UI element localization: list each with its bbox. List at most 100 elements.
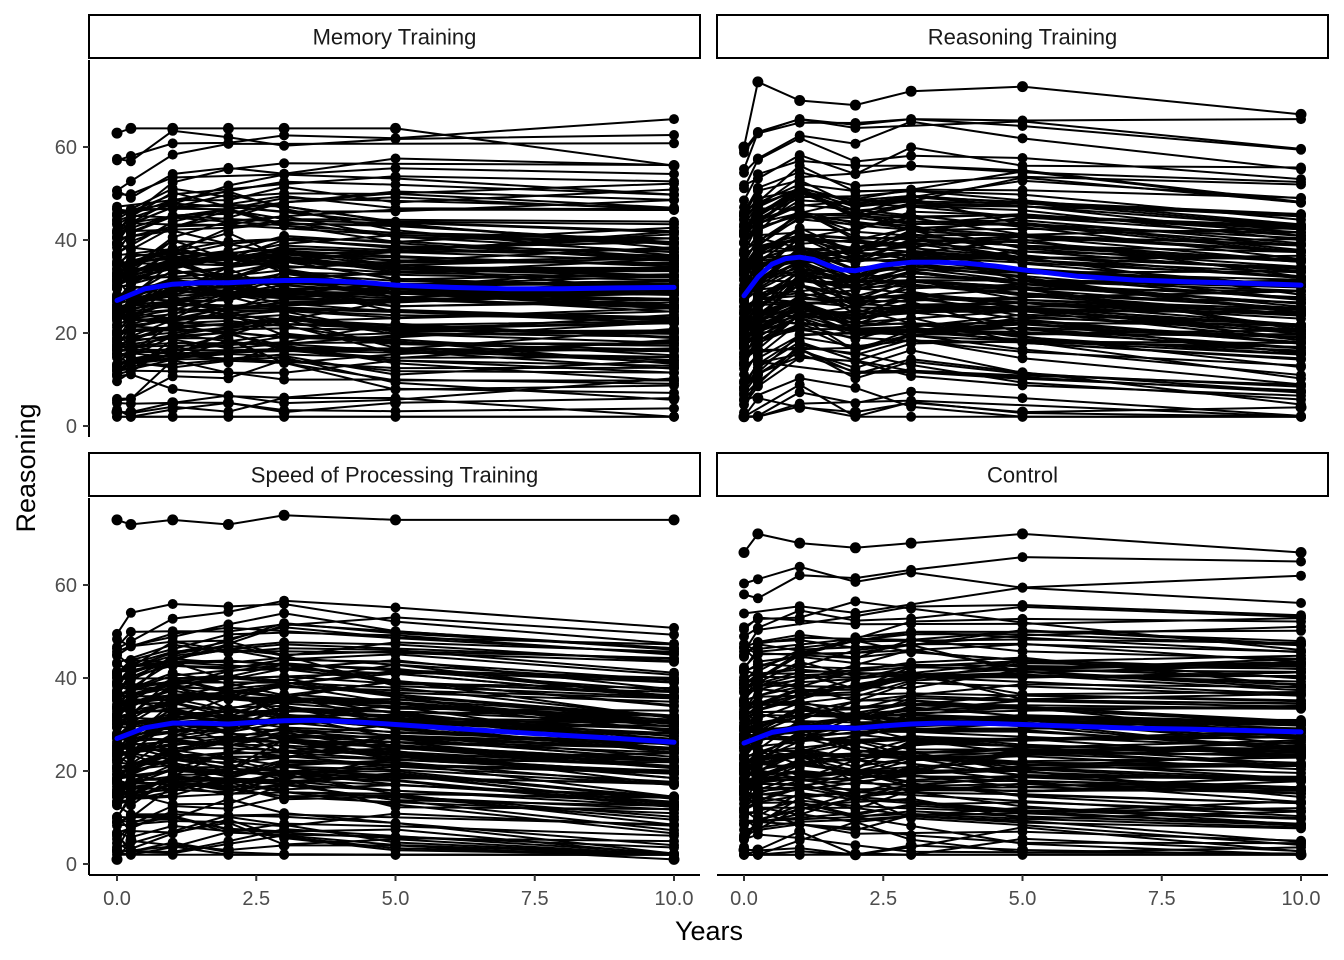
data-point [112, 701, 122, 712]
data-point [739, 259, 749, 270]
data-point [794, 117, 805, 128]
data-point [125, 790, 136, 801]
data-point [850, 764, 861, 775]
data-point [125, 835, 137, 847]
data-point [905, 537, 917, 549]
data-point [669, 195, 679, 206]
data-point [112, 306, 122, 316]
data-point [222, 844, 234, 856]
data-point [112, 813, 122, 824]
data-point [390, 255, 401, 266]
data-point [390, 366, 401, 377]
data-point [112, 762, 122, 773]
data-point [1296, 174, 1306, 185]
data-point [1017, 115, 1028, 126]
data-point [279, 791, 290, 802]
data-point [794, 561, 805, 572]
data-point [222, 397, 234, 409]
data-point [1017, 229, 1028, 240]
data-point [794, 401, 806, 413]
data-point [739, 578, 749, 589]
data-point [850, 299, 861, 310]
data-point [167, 225, 178, 236]
data-point [1017, 751, 1028, 762]
data-point [906, 237, 917, 248]
data-point [794, 635, 805, 646]
data-point [1296, 613, 1306, 624]
trajectory-line [116, 180, 675, 208]
data-point [279, 750, 290, 761]
data-point [669, 820, 679, 831]
facet-strip [716, 452, 1329, 497]
panel-data [738, 528, 1307, 861]
data-point [906, 695, 917, 706]
data-point [125, 685, 136, 696]
data-point [112, 201, 122, 212]
smooth-trend-line [114, 278, 677, 303]
data-point [1296, 394, 1306, 405]
data-point [1017, 302, 1028, 313]
data-point [390, 656, 401, 667]
data-point [1017, 844, 1028, 856]
data-point [794, 179, 805, 190]
data-point [794, 150, 805, 161]
data-point [125, 735, 136, 746]
x-tick-label: 2.5 [242, 888, 270, 910]
data-point [669, 622, 679, 633]
y-axis-title: Reasoning [11, 403, 41, 532]
data-point [906, 276, 917, 286]
trajectory-line [116, 250, 675, 289]
data-point [1296, 570, 1306, 581]
data-point [850, 398, 861, 409]
data-point [1296, 410, 1306, 421]
data-point [279, 849, 290, 860]
data-point [112, 339, 122, 350]
data-point [738, 844, 750, 856]
data-point [112, 820, 122, 831]
facet-strip-title: Reasoning Training [928, 25, 1118, 50]
data-point [669, 205, 679, 215]
data-point [850, 118, 861, 128]
data-point [125, 626, 136, 637]
data-point [1017, 153, 1028, 163]
data-point [1296, 266, 1306, 277]
data-point [1017, 672, 1028, 683]
data-point [794, 615, 805, 626]
data-point [669, 692, 679, 703]
data-point [739, 624, 749, 635]
data-point [669, 828, 679, 839]
data-point [112, 190, 122, 200]
data-point [223, 644, 234, 655]
data-point [669, 767, 679, 778]
data-point [752, 344, 763, 355]
data-point [906, 299, 917, 310]
data-point [223, 633, 234, 644]
data-point [222, 519, 234, 530]
data-point [850, 731, 861, 742]
facet-strip-title: Control [987, 463, 1058, 488]
data-point [112, 360, 122, 371]
data-point [752, 215, 763, 226]
data-point [794, 674, 805, 684]
data-point [850, 368, 861, 378]
data-point [739, 776, 749, 787]
data-point [794, 750, 805, 761]
data-point [752, 528, 764, 540]
data-point [739, 351, 749, 362]
data-point [223, 164, 234, 175]
data-point [794, 664, 805, 675]
data-point [906, 786, 917, 797]
data-point [112, 791, 122, 802]
data-point [1296, 556, 1306, 567]
data-point [906, 312, 917, 323]
data-point [1296, 820, 1306, 830]
data-point [223, 250, 234, 261]
data-point [167, 349, 178, 360]
data-point [669, 730, 679, 741]
data-point [125, 176, 136, 187]
data-point [850, 840, 861, 851]
data-point [390, 790, 401, 801]
panel-data [111, 509, 680, 865]
data-point [752, 758, 763, 769]
data-point [112, 369, 122, 380]
